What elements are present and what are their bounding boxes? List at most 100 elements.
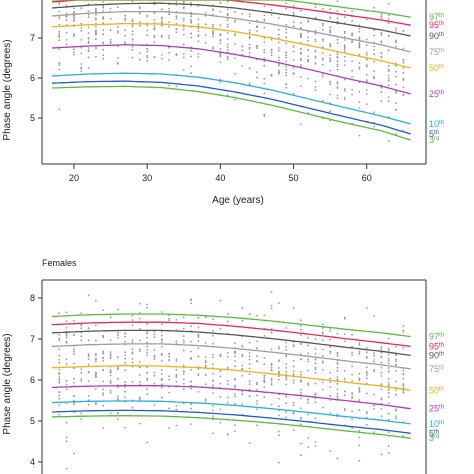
scatter-point bbox=[270, 362, 273, 365]
scatter-point bbox=[256, 360, 258, 363]
scatter-point bbox=[292, 429, 295, 431]
scatter-point bbox=[219, 327, 222, 330]
scatter-point bbox=[358, 377, 361, 380]
scatter-point bbox=[395, 70, 397, 73]
scatter-point bbox=[314, 17, 317, 19]
scatter-point bbox=[197, 53, 200, 55]
scatter-point bbox=[365, 370, 368, 373]
scatter-point bbox=[380, 383, 383, 386]
scatter-point bbox=[300, 65, 302, 68]
scatter-point bbox=[58, 32, 61, 35]
scatter-point bbox=[329, 81, 332, 84]
scatter-point bbox=[336, 369, 339, 372]
scatter-point bbox=[168, 319, 171, 322]
scatter-point bbox=[146, 48, 149, 50]
scatter-point bbox=[292, 50, 295, 53]
scatter-point bbox=[241, 393, 244, 395]
scatter-point bbox=[226, 43, 229, 46]
scatter-point bbox=[65, 436, 68, 439]
scatter-point bbox=[73, 319, 75, 322]
scatter-point bbox=[146, 336, 149, 339]
scatter-point bbox=[58, 348, 61, 351]
scatter-point bbox=[321, 360, 324, 363]
scatter-point bbox=[197, 23, 200, 26]
scatter-point bbox=[387, 445, 390, 447]
scatter-point bbox=[102, 356, 105, 359]
scatter-point bbox=[160, 334, 163, 337]
scatter-point bbox=[241, 45, 244, 48]
scatter-point bbox=[278, 430, 280, 433]
scatter-point bbox=[190, 72, 193, 74]
scatter-point bbox=[278, 56, 280, 59]
scatter-point bbox=[109, 379, 112, 382]
scatter-point bbox=[80, 372, 83, 374]
scatter-point bbox=[336, 17, 339, 20]
scatter-point bbox=[146, 388, 149, 390]
scatter-point bbox=[300, 9, 302, 12]
scatter-point bbox=[395, 39, 397, 42]
scatter-point bbox=[124, 29, 127, 32]
scatter-point bbox=[73, 334, 75, 337]
scatter-point bbox=[380, 51, 383, 54]
scatter-point bbox=[248, 367, 251, 370]
scatter-point bbox=[131, 341, 134, 343]
scatter-point bbox=[117, 334, 119, 337]
percentile-label-95th: 95th bbox=[429, 20, 444, 30]
scatter-point bbox=[336, 10, 339, 12]
scatter-point bbox=[321, 406, 324, 409]
scatter-point bbox=[58, 378, 61, 381]
scatter-point bbox=[153, 35, 156, 37]
scatter-point bbox=[80, 22, 83, 25]
scatter-point bbox=[212, 33, 214, 35]
scatter-point bbox=[175, 31, 178, 34]
scatter-point bbox=[300, 407, 302, 409]
scatter-point bbox=[117, 395, 119, 397]
scatter-point bbox=[102, 351, 105, 354]
scatter-point bbox=[212, 342, 214, 345]
scatter-point bbox=[58, 68, 61, 71]
scatter-point bbox=[278, 367, 280, 369]
scatter-point bbox=[219, 375, 222, 378]
scatter-point bbox=[80, 368, 83, 371]
scatter-point bbox=[402, 369, 405, 372]
scatter-point bbox=[102, 1, 105, 3]
scatter-point bbox=[160, 57, 163, 60]
scatter-point bbox=[278, 59, 280, 62]
scatter-point bbox=[256, 45, 258, 48]
scatter-point bbox=[263, 5, 266, 8]
scatter-point bbox=[248, 380, 251, 383]
scatter-point bbox=[153, 349, 156, 351]
scatter-point bbox=[131, 25, 134, 28]
scatter-point bbox=[226, 23, 229, 26]
scatter-point bbox=[285, 395, 288, 398]
scatter-point bbox=[109, 42, 112, 44]
scatter-point bbox=[263, 20, 266, 22]
scatter-point bbox=[387, 418, 390, 421]
scatter-point bbox=[285, 68, 288, 71]
scatter-point bbox=[387, 64, 390, 67]
scatter-point bbox=[373, 315, 375, 318]
percentile-curve-25th bbox=[51, 44, 411, 95]
scatter-point bbox=[226, 19, 229, 22]
scatter-point bbox=[190, 65, 193, 68]
scatter-point bbox=[102, 427, 105, 429]
scatter-point bbox=[168, 359, 171, 362]
scatter-point bbox=[365, 93, 368, 95]
scatter-point bbox=[204, 23, 207, 26]
scatter-point bbox=[358, 91, 361, 93]
scatter-point bbox=[234, 424, 236, 426]
scatter-point bbox=[402, 325, 405, 327]
x-tick-label: 20 bbox=[69, 173, 79, 183]
scatter-point bbox=[146, 322, 149, 325]
scatter-point bbox=[321, 63, 324, 66]
scatter-point bbox=[314, 394, 317, 396]
scatter-point bbox=[226, 383, 229, 385]
scatter-point bbox=[95, 401, 97, 404]
percentile-label-10th: 10th bbox=[429, 119, 444, 129]
scatter-point bbox=[102, 334, 105, 337]
scatter-point bbox=[226, 8, 229, 11]
scatter-point bbox=[153, 56, 156, 59]
bottom-y-ticks: 4 5 6 7 8 bbox=[30, 293, 42, 467]
scatter-point bbox=[182, 20, 185, 22]
